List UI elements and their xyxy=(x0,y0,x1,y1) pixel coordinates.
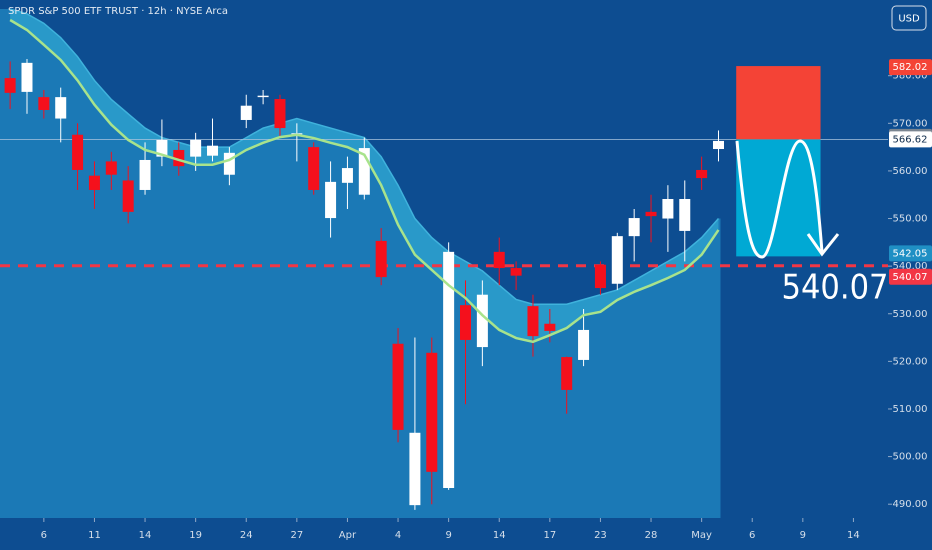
candle-body xyxy=(679,199,691,231)
x-tick-label: 17 xyxy=(543,530,556,541)
x-tick-label: 9 xyxy=(445,530,451,541)
price-tag-label: 582.02 xyxy=(893,62,928,73)
currency-label[interactable]: USD xyxy=(898,14,920,25)
candle-body xyxy=(308,147,320,190)
candle-body xyxy=(712,140,724,150)
candle-body xyxy=(139,159,151,190)
candle-body xyxy=(274,99,286,129)
candle-body xyxy=(460,305,472,340)
candle-body xyxy=(578,329,590,360)
moving-average xyxy=(9,18,720,344)
candle-body xyxy=(105,161,117,175)
x-tick-label: 6 xyxy=(41,530,47,541)
x-tick-label: 6 xyxy=(749,530,755,541)
price-tag-label: 540.07 xyxy=(893,272,928,283)
candle-body xyxy=(190,139,202,157)
y-tick-label: 490.00 xyxy=(893,499,928,510)
y-tick-label: 520.00 xyxy=(893,356,928,367)
x-tick-label: 4 xyxy=(395,530,401,541)
candle-body xyxy=(21,62,33,92)
x-tick-label: 28 xyxy=(645,530,658,541)
price-tag xyxy=(889,268,932,285)
price-tag xyxy=(889,59,932,76)
candle-body xyxy=(662,199,674,219)
price-tag-label: 542.05 xyxy=(893,248,928,259)
price-tag xyxy=(889,131,932,148)
candle-body xyxy=(628,218,640,237)
y-tick-label: 550.00 xyxy=(893,214,928,225)
y-tick-label: 510.00 xyxy=(893,404,928,415)
candle-body xyxy=(392,343,404,430)
arrow-head xyxy=(806,233,840,257)
candle-body xyxy=(341,168,353,183)
x-tick-label: 24 xyxy=(240,530,253,541)
x-tick-label: Apr xyxy=(339,530,357,541)
candle-body xyxy=(409,432,421,506)
projection-arrow xyxy=(735,139,824,259)
currency-button[interactable] xyxy=(891,5,927,31)
candle-body xyxy=(493,251,505,269)
level-annotation: 540.07 xyxy=(782,268,889,308)
candle-body xyxy=(207,145,219,156)
candle-body xyxy=(122,180,134,212)
candle-body xyxy=(55,97,67,119)
candle-body xyxy=(72,134,84,170)
y-tick-label: 560.00 xyxy=(893,166,928,177)
candle-body xyxy=(527,306,539,337)
y-tick-label: 500.00 xyxy=(893,452,928,463)
x-tick-label: 14 xyxy=(493,530,506,541)
x-tick-label: 23 xyxy=(594,530,607,541)
x-tick-label: 14 xyxy=(139,530,152,541)
candle-body xyxy=(240,105,252,120)
candle-body xyxy=(4,78,16,93)
candle-body xyxy=(375,240,387,278)
candle-body xyxy=(510,268,522,276)
candle-body xyxy=(594,264,606,289)
candle-body xyxy=(156,139,168,157)
x-tick-label: May xyxy=(691,530,712,541)
candle-body xyxy=(325,181,337,219)
candle-body xyxy=(38,97,50,110)
candle-body xyxy=(476,294,488,348)
x-tick-label: 9 xyxy=(800,530,806,541)
x-tick-label: 27 xyxy=(290,530,303,541)
y-tick-label: 540.00 xyxy=(893,261,928,272)
x-tick-label: 14 xyxy=(847,530,860,541)
candle-body xyxy=(561,357,573,390)
price-tag-label: 566.62 xyxy=(893,134,928,145)
y-tick-label: 570.00 xyxy=(893,118,928,129)
price-tag xyxy=(889,245,932,262)
candle-body xyxy=(257,95,269,98)
chart-title: SPDR S&P 500 ETF TRUST · 12h · NYSE Arca xyxy=(8,6,228,17)
y-tick-label: 580.00 xyxy=(893,71,928,82)
candle-body xyxy=(696,169,708,179)
x-tick-label: 19 xyxy=(189,530,202,541)
candle-body xyxy=(358,148,370,195)
candle-body xyxy=(426,352,438,472)
y-tick-label: 530.00 xyxy=(893,309,928,320)
stop-zone xyxy=(736,66,821,140)
band-area xyxy=(0,9,721,518)
candle-body xyxy=(443,251,455,489)
candle-body xyxy=(173,149,185,167)
candle-body xyxy=(88,175,100,190)
candle-body xyxy=(544,323,556,331)
candle-body xyxy=(645,211,657,217)
candle-body xyxy=(223,152,235,175)
candle-body xyxy=(611,236,623,284)
x-tick-label: 11 xyxy=(88,530,101,541)
